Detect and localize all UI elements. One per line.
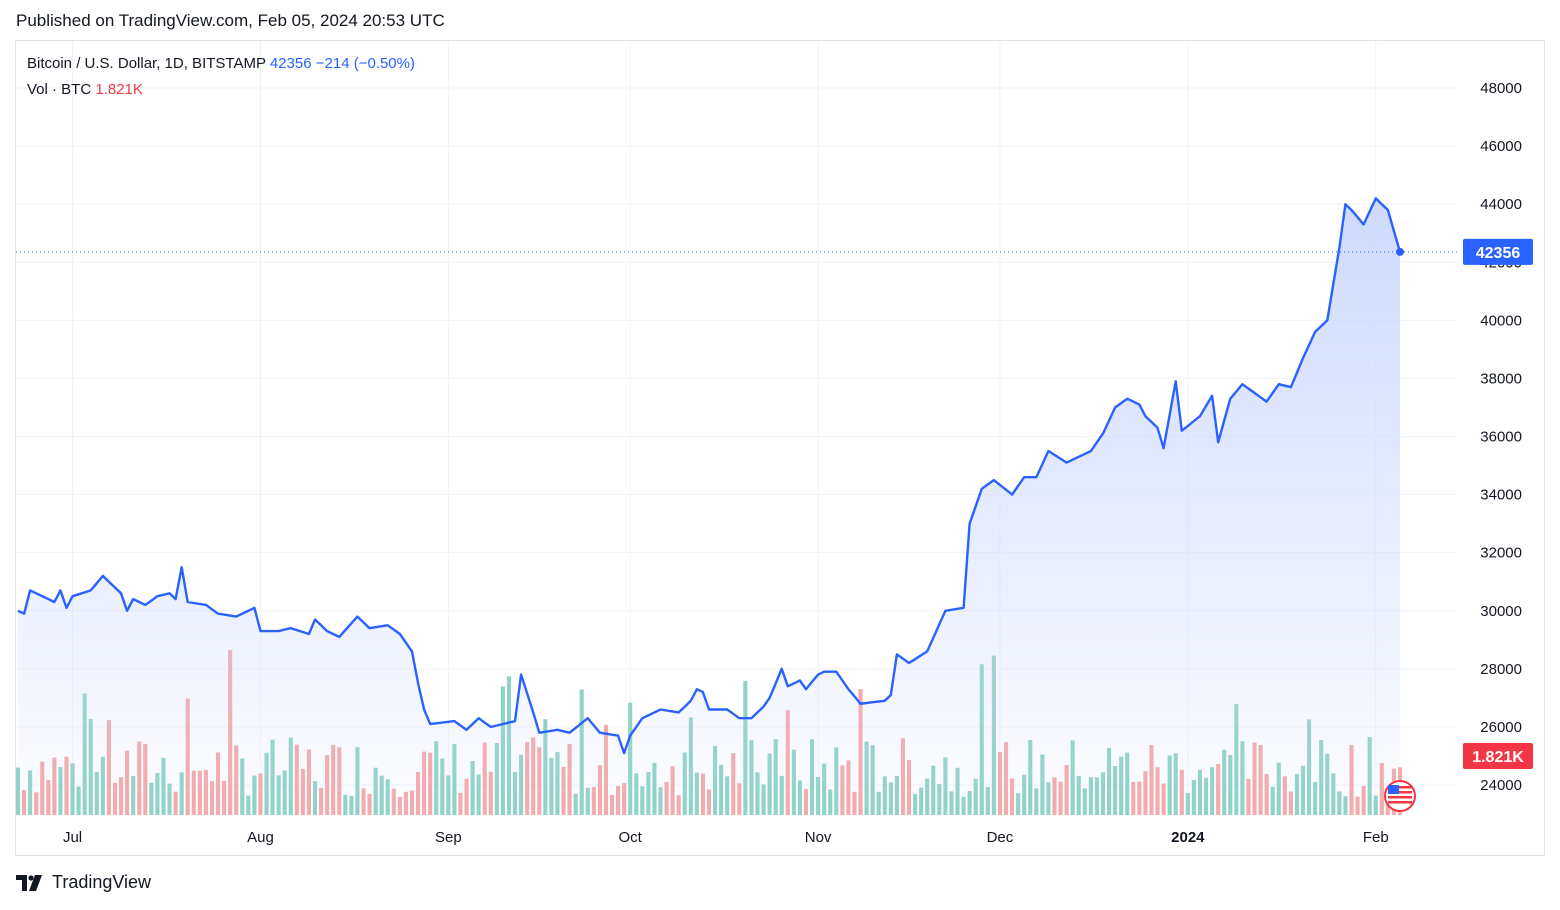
legend-last-price: 42356 <box>269 55 312 72</box>
tradingview-logo-icon <box>16 874 42 891</box>
last-price-axis-label: 42356 <box>1476 245 1521 262</box>
us-flag-stripe <box>1388 791 1412 794</box>
volume-label: Vol · BTC <box>27 81 92 98</box>
volume-axis-label-bg <box>1463 743 1533 769</box>
symbol-title: Bitcoin / U.S. Dollar, 1D, BITSTAMP <box>27 55 266 72</box>
x-tick-label: Jul <box>63 829 82 846</box>
y-tick-label: 32000 <box>1480 545 1522 562</box>
volume-value: 1.821K <box>95 81 143 98</box>
x-tick-label: Aug <box>247 829 274 846</box>
x-tick-label: Oct <box>619 829 643 846</box>
y-tick-label: 44000 <box>1480 196 1522 213</box>
x-tick-label: 2024 <box>1171 829 1205 846</box>
us-flag-canton <box>1388 785 1399 794</box>
published-caption: Published on TradingView.com, Feb 05, 20… <box>16 11 445 30</box>
x-tick-label: Nov <box>805 829 832 846</box>
y-tick-label: 46000 <box>1480 138 1522 155</box>
y-tick-label: 30000 <box>1480 603 1522 620</box>
symbol-legend[interactable]: Bitcoin / U.S. Dollar, 1D, BITSTAMP 4235… <box>27 55 415 72</box>
y-tick-label: 40000 <box>1480 312 1522 329</box>
y-tick-label: 48000 <box>1480 80 1522 97</box>
us-flag-stripe <box>1388 796 1412 799</box>
volume-legend[interactable]: Vol · BTC 1.821K <box>27 81 143 98</box>
us-flag-stripe <box>1388 801 1412 804</box>
y-tick-label: 26000 <box>1480 719 1522 736</box>
y-tick-label: 34000 <box>1480 487 1522 504</box>
last-price-axis-label-bg <box>1463 238 1533 265</box>
last-price-dot <box>1396 247 1404 256</box>
footer: TradingView <box>16 872 151 893</box>
y-tick-label: 28000 <box>1480 661 1522 678</box>
us-flag-stripe <box>1388 786 1412 789</box>
volume-axis-label: 1.821K <box>1472 749 1524 766</box>
y-tick-label: 36000 <box>1480 429 1522 446</box>
y-tick-label: 38000 <box>1480 370 1522 387</box>
price-area <box>18 198 1400 815</box>
y-tick-label: 24000 <box>1480 777 1522 794</box>
legend-change: −214 (−0.50%) <box>315 55 415 72</box>
tradingview-brand: TradingView <box>52 872 152 892</box>
x-tick-label: Sep <box>435 829 462 846</box>
price-line <box>17 197 1402 755</box>
x-tick-label: Dec <box>987 829 1014 846</box>
x-tick-label: Feb <box>1363 829 1389 846</box>
chart-frame[interactable] <box>15 40 1545 856</box>
